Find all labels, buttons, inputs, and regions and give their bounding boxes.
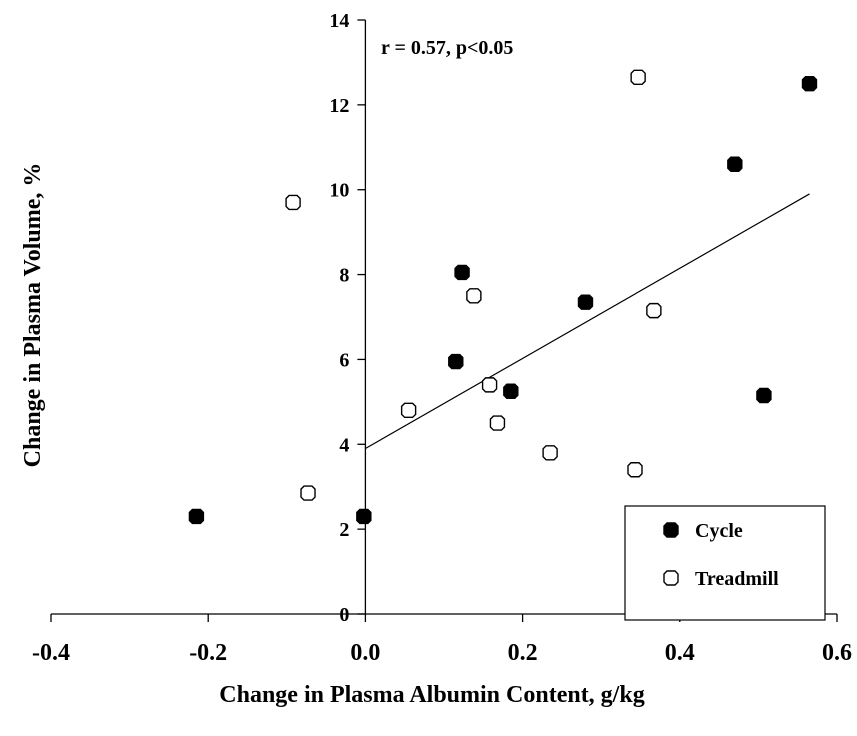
treadmill-point — [489, 415, 506, 431]
y-tick-label: 14 — [329, 10, 349, 32]
regression-line — [365, 193, 810, 450]
x-axis-title: Change in Plasma Albumin Content, g/kg — [219, 682, 644, 708]
cycle-point — [727, 156, 743, 172]
correlation-annotation: r = 0.57, p<0.05 — [381, 37, 513, 59]
data-points — [188, 69, 818, 525]
cycle-point — [503, 383, 519, 399]
x-tick-label: 0.4 — [665, 640, 695, 666]
legend-marker-cycle — [663, 522, 679, 538]
treadmill-point — [481, 377, 498, 393]
y-tick-label: 6 — [339, 349, 349, 371]
treadmill-point — [466, 288, 482, 304]
cycle-point — [577, 294, 594, 310]
x-tick-label: 0.6 — [822, 640, 852, 666]
cycle-point — [454, 264, 470, 281]
x-tick-label: -0.2 — [189, 640, 227, 666]
treadmill-point — [285, 194, 301, 211]
legend-markers — [663, 522, 679, 586]
axes: -0.4 -0.2 0.0 0.2 0.4 0.6 0 2 4 6 8 10 12 14 — [32, 10, 852, 666]
legend-marker-treadmill — [663, 570, 679, 586]
y-tick-label: 4 — [339, 434, 349, 456]
treadmill-point — [646, 302, 662, 319]
cycle-point — [448, 353, 464, 370]
treadmill-point — [630, 69, 646, 85]
legend-box — [624, 505, 826, 621]
cycle-point — [801, 75, 818, 92]
y-ticks: 0 2 4 6 8 10 12 14 — [329, 10, 366, 626]
treadmill-point — [300, 485, 316, 501]
legend-label-cycle: Cycle — [695, 520, 743, 542]
x-tick-label: 0.0 — [350, 640, 380, 666]
cycle-point — [756, 387, 772, 404]
legend: Cycle Treadmill — [624, 505, 826, 621]
y-tick-label: 12 — [329, 95, 349, 117]
x-tick-label: -0.4 — [32, 640, 70, 666]
y-tick-label: 0 — [339, 604, 349, 626]
treadmill-point — [627, 462, 643, 478]
treadmill-point — [542, 445, 558, 461]
cycle-point — [188, 508, 205, 525]
y-tick-label: 8 — [339, 265, 349, 287]
y-tick-label: 10 — [329, 180, 349, 202]
legend-label-treadmill: Treadmill — [695, 568, 779, 590]
y-axis-title: Change in Plasma Volume, % — [20, 163, 46, 468]
x-ticks: -0.4 -0.2 0.0 0.2 0.4 0.6 — [32, 614, 852, 666]
x-tick-label: 0.2 — [508, 640, 538, 666]
treadmill-point — [400, 402, 417, 419]
trendline-group — [365, 193, 810, 450]
cycle-point — [356, 508, 372, 525]
y-tick-label: 2 — [339, 519, 349, 541]
